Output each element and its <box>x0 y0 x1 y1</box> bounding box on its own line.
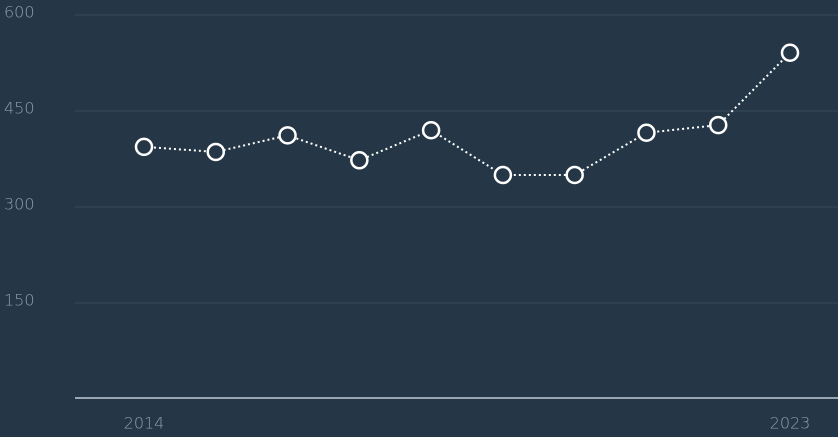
data-point <box>421 120 441 140</box>
data-point <box>565 165 584 185</box>
y-tick-label: 150 <box>4 291 35 310</box>
y-tick-label: 600 <box>4 3 35 22</box>
data-point <box>637 123 656 143</box>
data-point <box>708 115 728 135</box>
y-tick-label: 450 <box>4 99 35 118</box>
x-tick-label: 2023 <box>770 414 811 433</box>
data-point <box>278 126 297 145</box>
data-point <box>206 142 226 162</box>
data-line <box>143 52 791 176</box>
data-point <box>134 137 154 157</box>
x-tick-label: 2014 <box>124 414 165 433</box>
data-point <box>493 165 513 185</box>
y-tick-label: 300 <box>4 195 35 214</box>
data-point <box>780 43 800 63</box>
data-point <box>350 151 369 170</box>
